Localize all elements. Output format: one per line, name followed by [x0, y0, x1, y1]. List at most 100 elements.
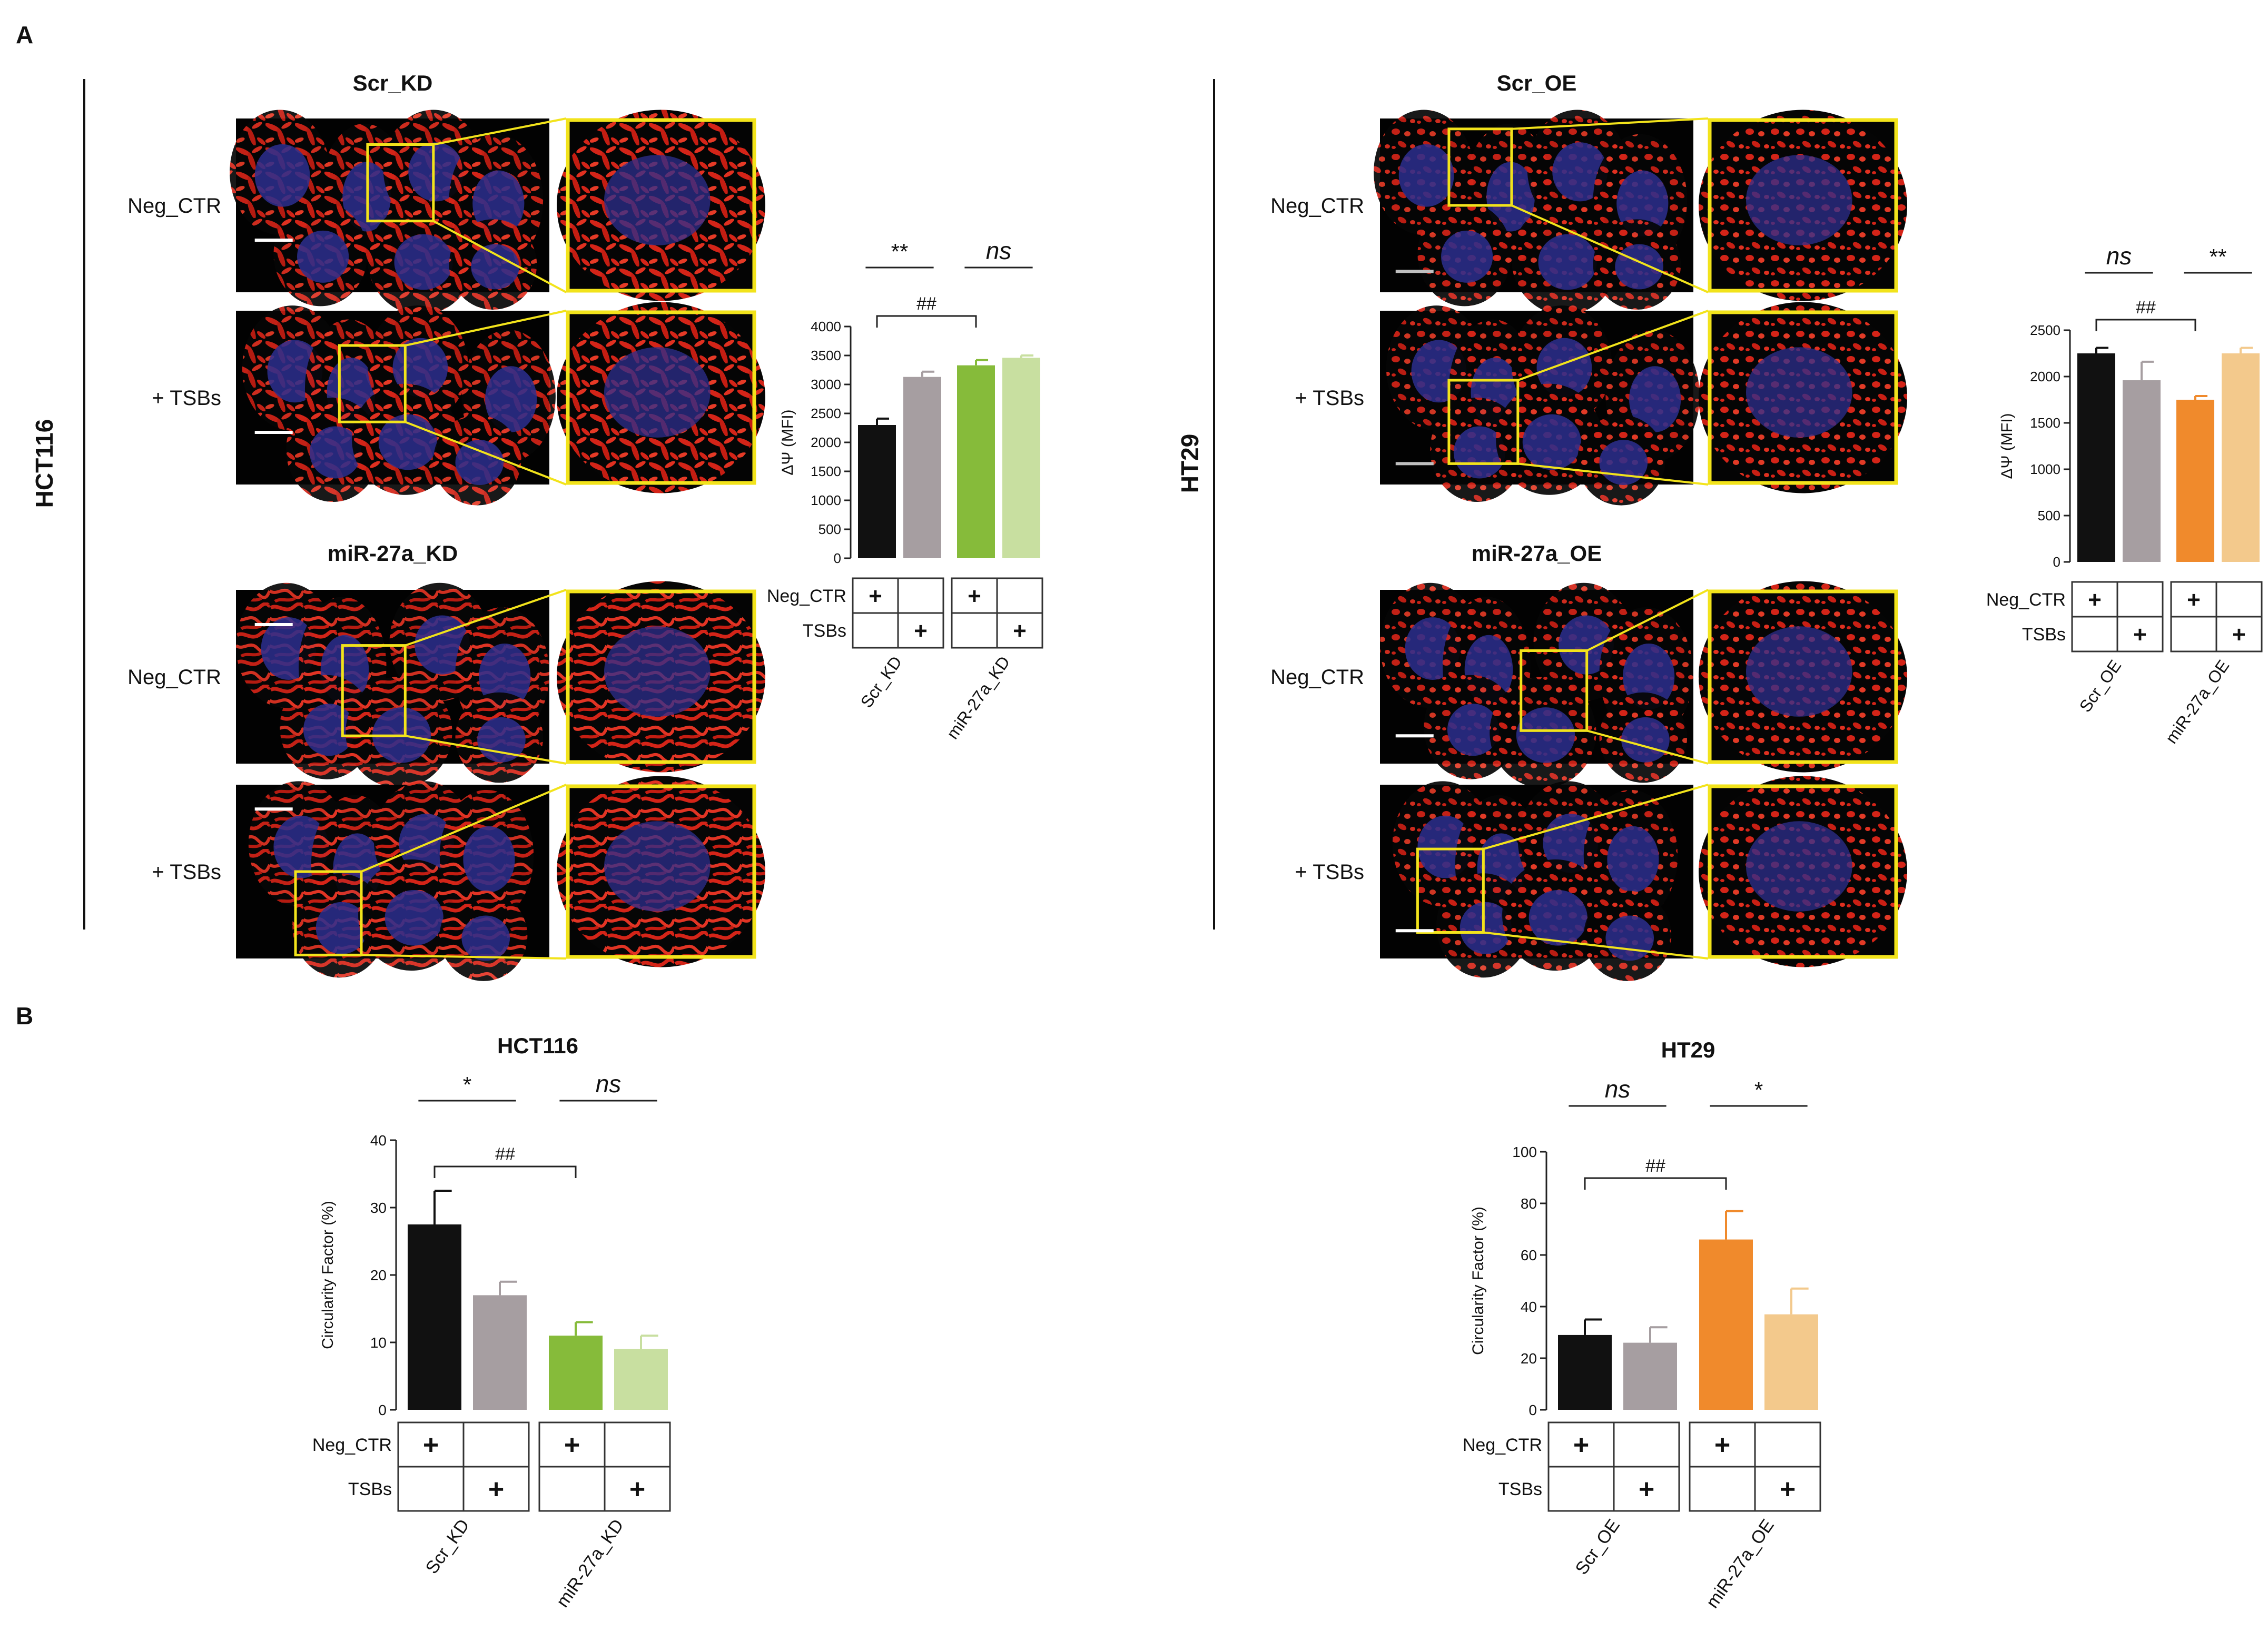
ht29-micrograph-Scr_OE-0-cell-nucleus — [1552, 142, 1608, 202]
y-tick-label: 1000 — [811, 492, 841, 508]
legend-row-label: TSBs — [2022, 625, 2066, 645]
ht29-micrograph-Scr_OE-0-zoom-frame — [1708, 118, 1898, 293]
bar-chart-B-HT29: HT29 0 20 40 60 80 100 Circularity Factor (%) ns… — [1463, 1037, 1821, 1612]
ht29-micrograph-Scr_OE-1-zoom — [1699, 302, 1907, 493]
ht29-micrograph-Scr_OE-1-zoom-frame — [1708, 310, 1898, 485]
ht29-group-title: Scr_OE — [1497, 71, 1577, 95]
y-tick-label: 1500 — [2030, 415, 2060, 431]
ht29-micrograph-Scr_OE-0-cell-nucleus — [1538, 234, 1597, 290]
bar-2 — [957, 365, 995, 558]
y-tick-label: 100 — [1512, 1144, 1537, 1160]
bar-2 — [549, 1336, 603, 1410]
y-axis-label: Circularity Factor (%) — [1470, 1207, 1487, 1355]
legend-plus-mark: + — [914, 618, 928, 644]
ht29-micrograph-miR-27a_OE-1-cell-nucleus — [1529, 889, 1587, 946]
legend-row-label: Neg_CTR — [312, 1435, 392, 1455]
comparison-hash-label: ## — [2136, 298, 2156, 318]
ht29-micrograph-Scr_OE-1-connector-top — [1517, 310, 1709, 381]
hct116-micrograph-miR-27a_KD-0-zoom-frame — [566, 589, 756, 764]
ht29-micrograph-Scr_OE-1-cell-nucleus — [1453, 426, 1506, 479]
legend-row-label: Neg_CTR — [1986, 590, 2066, 610]
hct116-micrograph-Scr_KD-0-zoom-frame — [566, 118, 756, 293]
group-label: miR-27a_OE — [1702, 1516, 1778, 1612]
ht29-micrograph-Scr_OE-0-zoom-box — [1447, 127, 1513, 207]
panel-letter-b: B — [16, 1002, 33, 1030]
ht29-micrograph-Scr_OE-1-zoom-nucleus — [1746, 347, 1852, 438]
condition-label: Neg_CTR — [1270, 666, 1364, 689]
bar-0 — [858, 425, 896, 558]
bar-3 — [614, 1349, 668, 1410]
hct116-cell-line-label: HCT116 — [31, 419, 58, 508]
hct116-micrograph-Scr_KD-1-cell-nucleus — [455, 440, 504, 485]
condition-label: + TSBs — [1295, 387, 1364, 410]
significance-label: ns — [986, 237, 1012, 264]
group-label: Scr_OE — [2076, 656, 2125, 715]
hct116-micrograph-miR-27a_KD-0-zoom — [557, 581, 765, 773]
panel-letter-a: A — [16, 21, 33, 48]
y-axis-label: ΔΨ (MFI) — [1998, 413, 2016, 479]
legend-plus-mark: + — [629, 1474, 645, 1505]
y-tick-label: 500 — [819, 521, 841, 537]
ht29-micrograph-miR-27a_OE-0-connector-top — [1586, 589, 1709, 652]
chart-title: HCT116 — [497, 1033, 578, 1058]
condition-label: + TSBs — [152, 387, 221, 410]
ht29-micrograph-miR-27a_OE-0-cell-nucleus — [1516, 707, 1575, 763]
condition-label: Neg_CTR — [127, 666, 221, 689]
hct116-micrograph-Scr_KD-0-zoom-box — [366, 143, 435, 223]
bar-1 — [2123, 380, 2161, 562]
bar-2 — [1699, 1239, 1753, 1410]
ht29-micrograph-miR-27a_OE-1-zoom-box — [1416, 847, 1485, 934]
hct116-group-title: miR-27a_KD — [328, 541, 458, 566]
comparison-bracket — [1584, 1177, 1727, 1190]
group-label: miR-27a_KD — [943, 653, 1014, 743]
y-tick-label: 2500 — [2030, 322, 2060, 338]
legend-plus-mark: + — [423, 1430, 439, 1460]
comparison-bracket — [433, 1165, 577, 1178]
hct116-micrograph-miR-27a_KD-0-cell-nucleus — [415, 615, 470, 675]
ht29-micrograph-Scr_OE-1-connector-bottom — [1517, 462, 1709, 486]
ht29-micrograph-miR-27a_OE-0-connector-bottom — [1586, 729, 1709, 765]
ht29-micrograph-Scr_OE-0-connector-top — [1511, 117, 1709, 130]
legend-plus-mark: + — [1639, 1474, 1654, 1505]
hct116-micrograph-miR-27a_KD-1-cell-nucleus — [315, 902, 368, 954]
ht29-micrograph-Scr_OE-0 — [1374, 110, 1693, 315]
hct116-micrograph-Scr_KD-0-cell-nucleus — [297, 230, 349, 283]
significance-label: ns — [1605, 1075, 1631, 1103]
ht29-micrograph-miR-27a_OE-1-connector-top — [1483, 784, 1709, 851]
bar-0 — [1558, 1335, 1612, 1410]
legend-plus-mark: + — [2133, 621, 2147, 647]
comparison-bracket — [876, 315, 977, 328]
chart-title: HT29 — [1661, 1037, 1715, 1062]
ht29-micrograph-Scr_OE-0-zoom — [1699, 110, 1907, 301]
ht29-micrograph-miR-27a_OE-1-cell-nucleus — [1607, 826, 1659, 893]
hct116-micrograph-miR-27a_KD-1 — [236, 781, 549, 981]
hct116-micrograph-Scr_KD-0-zoom-nucleus — [604, 155, 711, 245]
bar-3 — [2222, 353, 2260, 562]
hct116-micrograph-miR-27a_KD-1-zoom-nucleus — [604, 821, 711, 912]
ht29-micrograph-miR-27a_OE-1-zoom — [1699, 776, 1907, 967]
ht29-micrograph-miR-27a_OE-1-zoom-frame — [1708, 784, 1898, 959]
hct116-micrograph-miR-27a_KD-1-cell-nucleus — [384, 889, 443, 946]
hct116-micrograph-Scr_KD-0-connector-top — [433, 117, 567, 146]
y-tick-label: 10 — [370, 1335, 387, 1351]
hct116-micrograph-Scr_KD-1-zoom-box — [338, 344, 407, 423]
group-label: Scr_KD — [422, 1516, 474, 1578]
condition-label: + TSBs — [1295, 861, 1364, 884]
legend-plus-mark: + — [564, 1430, 580, 1460]
hct116-micrograph-Scr_KD-1-cell-nucleus — [485, 366, 537, 432]
hct116-micrograph-miR-27a_KD-1-cell-nucleus — [463, 826, 515, 893]
legend-plus-mark: + — [1573, 1430, 1589, 1460]
y-tick-label: 40 — [1521, 1299, 1537, 1315]
legend-plus-mark: + — [488, 1474, 504, 1505]
ht29-micrograph-miR-27a_OE-1-cell-nucleus — [1605, 915, 1654, 961]
ht29-micrograph-Scr_OE-0-cell-nucleus — [1441, 230, 1493, 283]
y-tick-label: 30 — [370, 1200, 387, 1216]
y-tick-label: 0 — [834, 550, 841, 566]
y-tick-label: 40 — [370, 1132, 387, 1149]
y-tick-label: 2500 — [811, 406, 841, 421]
legend-plus-mark: + — [2232, 621, 2246, 647]
bar-1 — [473, 1295, 527, 1410]
ht29-micrograph-Scr_OE-0-zoom-nucleus — [1746, 155, 1852, 245]
hct116-micrograph-Scr_KD-0-cell-nucleus — [471, 244, 519, 290]
